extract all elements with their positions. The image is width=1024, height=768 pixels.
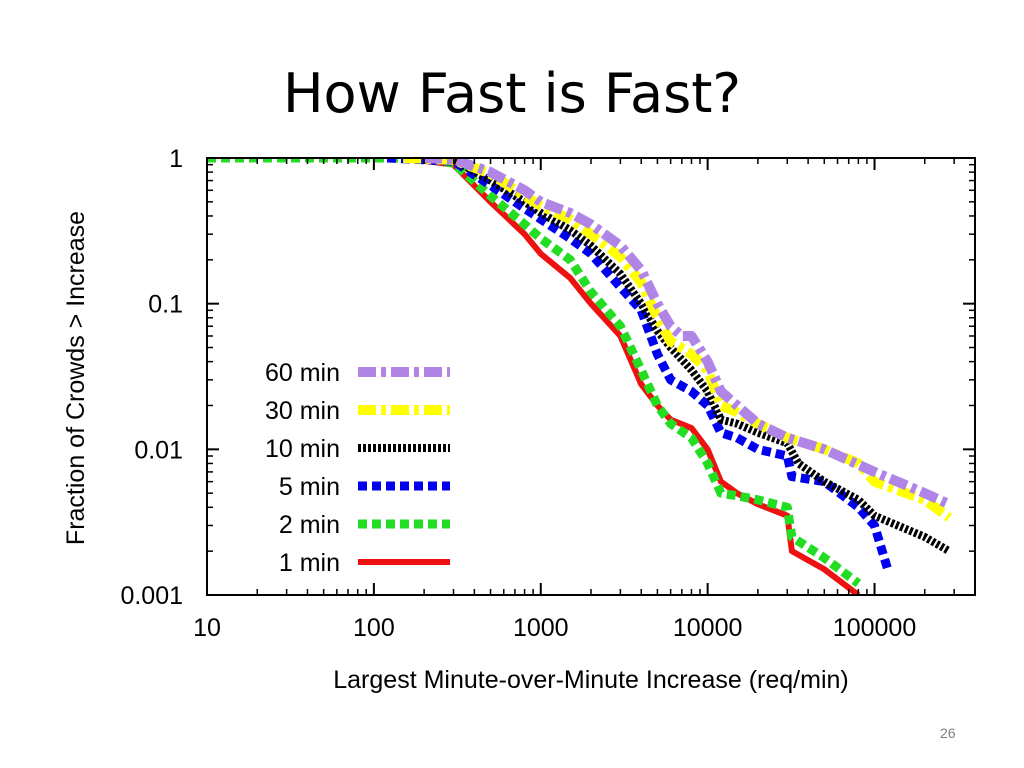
legend-label-2-min: 2 min bbox=[279, 511, 340, 539]
x-tick-label: 100000 bbox=[833, 614, 916, 642]
x-tick-label: 1000 bbox=[513, 614, 569, 642]
y-axis-label: Fraction of Crowds > Increase bbox=[62, 211, 90, 545]
x-axis-label: Largest Minute-over-Minute Increase (req… bbox=[333, 666, 848, 694]
legend-label-30-min: 30 min bbox=[265, 397, 340, 425]
page-number: 26 bbox=[940, 725, 956, 741]
series-line-60-min bbox=[423, 158, 952, 509]
series-line-30-min bbox=[403, 158, 953, 522]
legend-label-1-min: 1 min bbox=[279, 549, 340, 577]
legend-label-60-min: 60 min bbox=[265, 359, 340, 387]
legend: 60 min 30 min 10 min 5 min 2 min 1 min bbox=[265, 359, 450, 577]
series-line-10-min bbox=[423, 158, 952, 555]
series-layer bbox=[207, 158, 953, 595]
x-tick-label: 10000 bbox=[673, 614, 743, 642]
legend-label-5-min: 5 min bbox=[279, 473, 340, 501]
series-line-5-min bbox=[386, 158, 893, 571]
x-tick-label: 10 bbox=[193, 614, 221, 642]
y-tick-label: 1 bbox=[169, 145, 183, 173]
y-tick-label: 0.01 bbox=[134, 436, 183, 464]
y-tick-label: 0.1 bbox=[148, 291, 183, 319]
tick-layer: 10 100 1000 10000 100000 0.001 0.01 0.1 1 bbox=[120, 145, 975, 642]
series-line-2-min bbox=[207, 158, 862, 588]
slide-title: How Fast is Fast? bbox=[282, 62, 742, 125]
x-tick-label: 100 bbox=[353, 614, 395, 642]
y-tick-label: 0.001 bbox=[120, 582, 183, 610]
legend-label-10-min: 10 min bbox=[265, 435, 340, 463]
